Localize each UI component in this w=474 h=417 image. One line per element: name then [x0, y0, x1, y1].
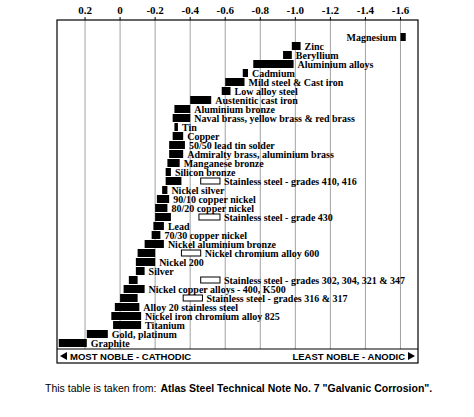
- labels: MagnesiumZincBerylliumAluminium alloysCa…: [91, 32, 405, 349]
- range-bar: [136, 267, 145, 275]
- arrow-left: [60, 352, 67, 360]
- range-bar: [59, 339, 87, 347]
- active-range-box: [181, 250, 200, 256]
- annotation: LEAST NOBLE - ANODIC: [292, 351, 405, 362]
- range-bar: [283, 51, 292, 59]
- tick-label: -1.2: [322, 4, 340, 16]
- range-bar: [169, 150, 183, 158]
- category-label: Naval brass, yellow brass & red brass: [194, 113, 355, 124]
- range-bar: [111, 312, 141, 320]
- grid-line: [400, 20, 401, 349]
- chart: 0.2 0 -0.2 -0.4 -0.6 -0.8 -1.0 -1.2 -1.4 -1.6 Magn…: [0, 0, 474, 417]
- axis-line: [57, 349, 418, 350]
- tick-label: -1.6: [392, 4, 410, 16]
- range-bar: [145, 240, 164, 248]
- category-label: Stainless steel - grades 410, 416: [224, 176, 357, 187]
- tick-label: -0.8: [252, 4, 270, 16]
- tick-label: 0.2: [78, 4, 92, 16]
- category-label: Graphite: [91, 338, 130, 349]
- source-prefix: This table is taken from:: [45, 382, 156, 394]
- bars: [59, 33, 406, 347]
- range-bar: [157, 195, 169, 203]
- active-range-box: [199, 214, 220, 220]
- range-bar: [174, 105, 190, 113]
- active-range-box: [201, 178, 220, 184]
- category-label: Magnesium: [346, 32, 397, 43]
- category-label: Aluminium alloys: [298, 59, 374, 70]
- range-bar: [243, 69, 248, 77]
- range-bar: [129, 276, 138, 284]
- grid-line: [85, 20, 86, 349]
- grid-line: [155, 20, 156, 349]
- source-caption: This table is taken from: Atlas Steel Tec…: [45, 382, 432, 394]
- arrow-right: [408, 352, 415, 360]
- range-bar: [120, 294, 138, 302]
- range-bar: [166, 168, 171, 176]
- range-bar: [153, 222, 164, 230]
- range-bar: [174, 123, 178, 131]
- range-bar: [169, 141, 185, 149]
- active-range-box: [183, 295, 202, 301]
- range-bar: [115, 303, 140, 311]
- active-range-box: [201, 277, 220, 283]
- tick-label: -0.6: [217, 4, 235, 16]
- tick-label: -0.4: [181, 4, 199, 16]
- range-bar: [400, 33, 405, 41]
- annotation: MOST NOBLE - CATHODIC: [70, 351, 191, 362]
- tick-label: 0: [117, 4, 123, 16]
- category-label: Stainless steel - grade 430: [224, 212, 333, 223]
- tick-label: -1.4: [357, 4, 375, 16]
- range-bar: [155, 204, 167, 212]
- range-bar: [173, 132, 184, 140]
- tick-label: -1.0: [287, 4, 305, 16]
- range-bar: [138, 249, 156, 257]
- source-reference: Atlas Steel Technical Note No. 7 "Galvan…: [160, 382, 432, 394]
- tick-label: -0.2: [146, 4, 164, 16]
- range-bar: [152, 231, 161, 239]
- range-bar: [162, 186, 167, 194]
- frame: [57, 20, 418, 363]
- category-label: Nickel chromium alloy 600: [205, 248, 320, 259]
- category-label: Silver: [149, 266, 175, 277]
- range-bar: [124, 285, 145, 293]
